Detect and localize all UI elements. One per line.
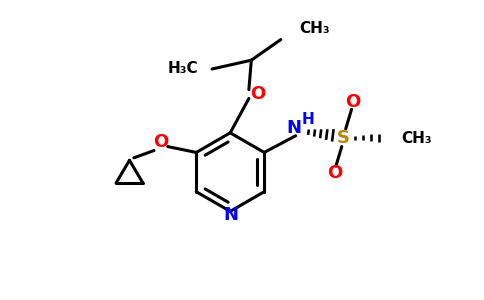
Text: H: H xyxy=(302,112,315,127)
Text: CH₃: CH₃ xyxy=(401,131,432,146)
Text: O: O xyxy=(345,93,360,111)
Text: O: O xyxy=(327,164,343,182)
Text: O: O xyxy=(250,85,265,103)
Text: O: O xyxy=(153,133,168,151)
Text: CH₃: CH₃ xyxy=(300,21,330,36)
Text: N: N xyxy=(224,206,239,224)
Text: H₃C: H₃C xyxy=(167,61,198,76)
Text: N: N xyxy=(286,119,301,137)
Text: S: S xyxy=(337,129,350,147)
